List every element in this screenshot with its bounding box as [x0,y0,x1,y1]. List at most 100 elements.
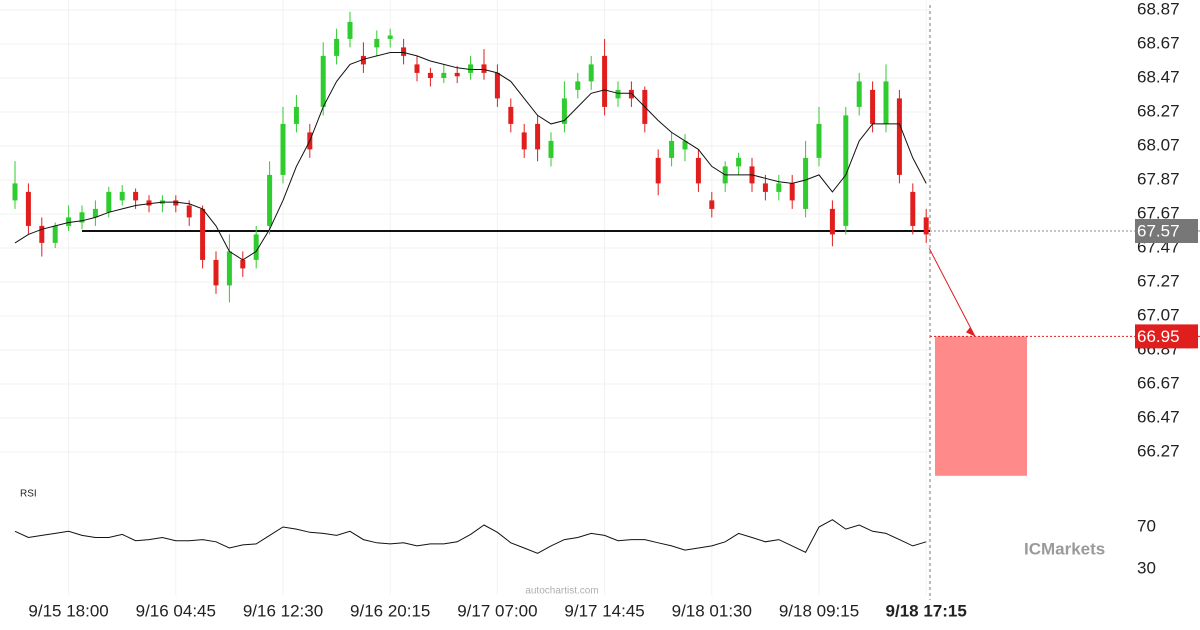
candle-body [535,123,541,150]
candle-body [588,64,594,82]
candle-body [628,89,634,99]
y-tick-label: 66.67 [1137,373,1180,392]
candle-body [669,140,675,158]
moving-average [14,52,927,261]
candle-body [414,64,420,73]
x-tick-label: 9/18 17:15 [886,601,967,620]
candle-body [468,64,474,73]
candle-body [655,157,661,184]
target-price-tag [1135,324,1198,349]
candle-body [66,217,72,226]
candle-body [803,157,809,209]
candle-body [454,72,460,77]
candle-body [736,157,742,167]
candle-body [695,157,701,184]
target-zone [935,336,1027,476]
candle-body [896,98,902,175]
rsi-line [14,519,927,554]
candle-body [146,200,152,206]
candle-body [106,191,112,213]
candle-body [360,55,366,65]
candle-body [561,98,567,124]
target-arrow [928,248,976,337]
candle-body [548,140,554,158]
candle-body [186,205,192,218]
candle-body [602,55,608,107]
candle-body [776,183,782,192]
logo: ICMarkets [1024,539,1105,558]
candle-body [870,89,876,124]
y-tick-label: 67.87 [1137,169,1180,188]
candle-body [92,208,98,218]
current-price-tag [1135,219,1198,243]
watermark: autochartist.com [525,586,598,597]
candle-body [79,212,85,223]
candle-body [133,191,139,201]
candle-body [910,191,916,226]
y-tick-label: 67.67 [1137,203,1180,222]
y-tick-label: 68.27 [1137,101,1180,120]
candle-body [481,64,487,73]
candle-body [25,191,31,226]
candle-body [709,200,715,209]
x-tick-label: 9/18 01:30 [672,601,752,620]
candle-body [387,35,393,39]
candle-body [200,208,206,260]
y-tick-label: 68.87 [1137,0,1180,18]
y-tick-label: 66.27 [1137,441,1180,460]
y-tick-label: 68.67 [1137,33,1180,52]
candle-body [427,72,433,78]
candle-body [374,38,380,48]
candle-body [119,191,125,201]
candle-body [334,38,340,56]
candle-body [762,183,768,192]
current-price-label: 67.57 [1137,221,1180,240]
x-tick-label: 9/16 12:30 [243,601,323,620]
target-price-label: 66.95 [1137,327,1180,346]
candle-body [843,115,849,226]
candle-body [320,55,326,107]
y-tick-label: 67.07 [1137,305,1180,324]
x-tick-label: 9/17 14:45 [564,601,644,620]
x-tick-label: 9/18 09:15 [779,601,859,620]
candle-body [226,251,232,286]
candle-body [401,47,407,56]
candle-body [12,183,18,201]
x-tick-label: 9/16 04:45 [136,601,216,620]
rsi-tick-label: 30 [1137,559,1156,578]
rsi-tick-label: 70 [1137,517,1156,536]
target-arrowhead [966,327,975,337]
candle-body [293,106,299,124]
y-tick-label: 66.47 [1137,407,1180,426]
candle-body [213,259,219,286]
rsi-label: RSI [20,489,37,500]
candle-body [615,89,621,99]
x-tick-label: 9/17 07:00 [457,601,537,620]
candle-body [267,174,273,226]
candle-body [521,132,527,150]
y-tick-label: 67.27 [1137,271,1180,290]
y-tick-label: 68.07 [1137,135,1180,154]
candle-body [39,225,45,243]
candle-body [52,225,58,243]
candle-body [494,72,500,99]
x-tick-label: 9/16 20:15 [350,601,430,620]
candle-body [883,81,889,124]
candle-body [173,200,179,206]
candle-body [508,106,514,124]
candle-body [923,217,929,235]
candle-body [682,140,688,150]
candle-body [253,234,259,260]
candle-body [816,123,822,158]
candle-body [240,259,246,269]
candle-body [280,123,286,175]
candle-body [829,208,835,235]
candle-body [856,81,862,107]
x-tick-label: 9/15 18:00 [28,601,108,620]
candle-body [575,81,581,90]
candle-body [441,72,447,78]
y-tick-label: 68.47 [1137,67,1180,86]
